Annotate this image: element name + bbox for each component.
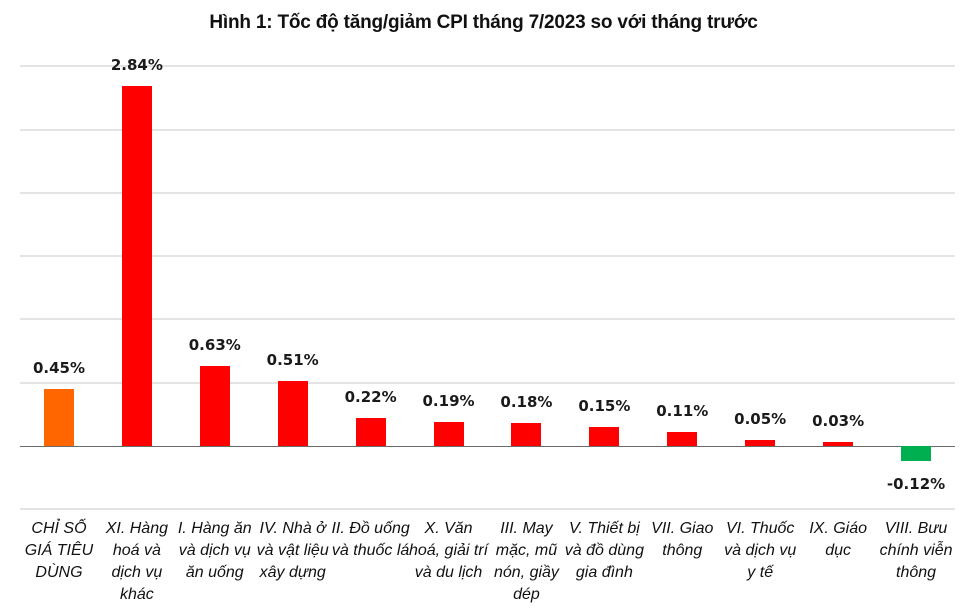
category-label: VII. Giao thông: [651, 520, 714, 559]
category-label: VIII. Bưu chính viễn thông: [879, 520, 953, 581]
data-label: 0.18%: [500, 393, 553, 412]
data-label: 0.05%: [734, 409, 787, 428]
data-label: -0.12%: [886, 475, 946, 494]
category-label: X. Văn hoá, giải trí và du lịch: [408, 520, 489, 581]
gridline: [20, 128, 955, 131]
bar[interactable]: [667, 432, 698, 446]
gridline: [20, 65, 955, 68]
gridline: [20, 255, 955, 258]
data-label: 2.84%: [110, 56, 163, 75]
gridline: [20, 318, 955, 321]
data-label: 0.22%: [344, 388, 397, 407]
category-label: XI. Hàng hoá và dịch vụ khác: [105, 520, 168, 603]
category-label: II. Đồ uống và thuốc lá: [331, 520, 410, 559]
category-label: IX. Giáo dục: [809, 520, 868, 559]
bar[interactable]: [589, 427, 620, 446]
data-label: 0.51%: [266, 351, 319, 370]
data-label: 0.03%: [812, 412, 865, 431]
gridline: [20, 191, 955, 194]
category-label: III. May mặc, mũ nón, giầy dép: [493, 520, 559, 603]
bar[interactable]: [823, 442, 854, 446]
category-label: CHỈ SỐ GIÁ TIÊU DÙNG: [24, 520, 94, 581]
gridline: [20, 508, 955, 511]
data-label: 0.45%: [32, 359, 85, 378]
gridline: [20, 381, 955, 384]
category-label: IV. Nhà ở và vật liệu xây dựng: [256, 520, 329, 581]
category-label: VI. Thuốc và dịch vụ y tế: [724, 520, 797, 581]
plot-area: 0.45% CHỈ SỐ GIÁ TIÊU DÙNG 2.84% XI. Hàng h…: [20, 0, 955, 612]
data-label: 0.15%: [578, 397, 631, 415]
data-label: 0.63%: [188, 336, 241, 355]
bar[interactable]: [121, 86, 152, 446]
bar[interactable]: [277, 381, 308, 446]
category-label: V. Thiết bị và đồ dùng gia đình: [564, 520, 644, 581]
bar[interactable]: [433, 421, 464, 446]
bar[interactable]: [901, 446, 932, 462]
bar[interactable]: [511, 423, 542, 446]
zero-axis-line: [20, 446, 955, 447]
bar[interactable]: [43, 389, 74, 446]
chart-title: Hình 1: Tốc độ tăng/giảm CPI tháng 7/202…: [209, 12, 758, 33]
bar[interactable]: [745, 439, 776, 446]
bar[interactable]: [355, 418, 386, 446]
category-label: I. Hàng ăn và dịch vụ ăn uống: [177, 520, 252, 581]
data-label: 0.19%: [422, 391, 475, 410]
bar[interactable]: [199, 366, 230, 446]
data-label: 0.11%: [656, 402, 709, 421]
